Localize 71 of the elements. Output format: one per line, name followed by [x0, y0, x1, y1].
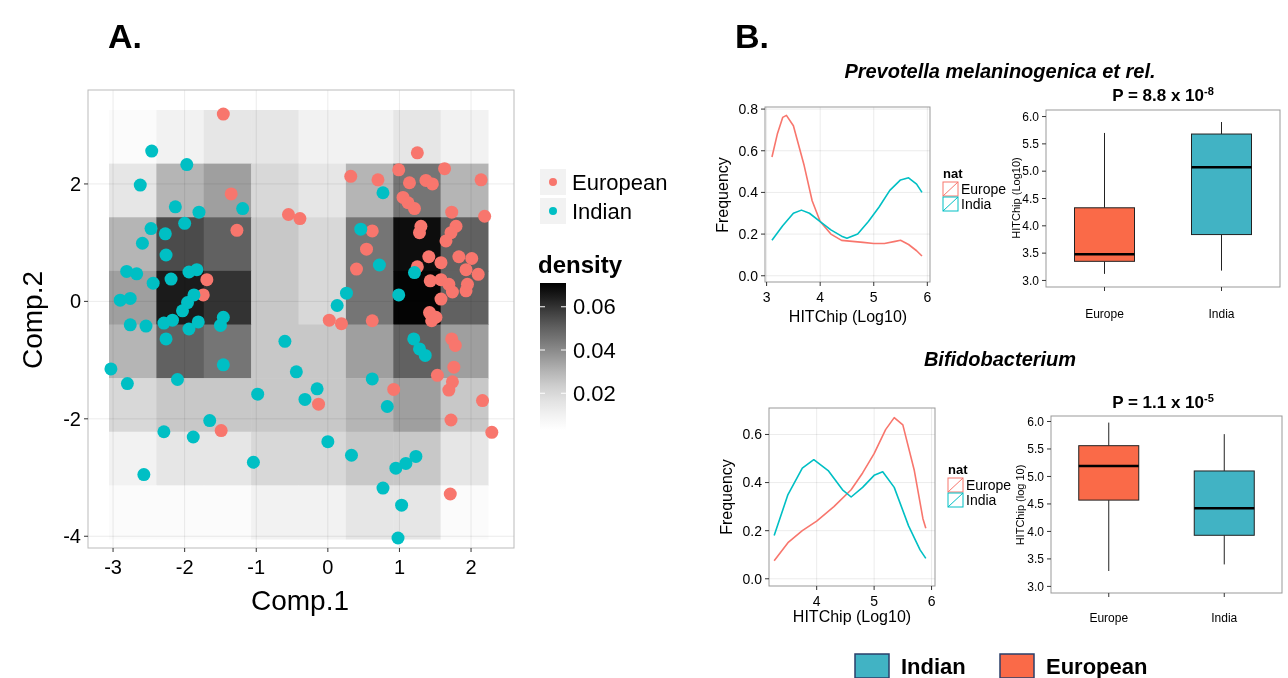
y-tick-label: 5.5 — [1022, 137, 1040, 152]
x-axis-title: HITChip (Log10) — [792, 608, 912, 625]
x-tick-label: -2 — [175, 556, 194, 578]
y-tick-label: 0.0 — [742, 570, 763, 587]
y-axis-title: Frequency — [714, 157, 731, 233]
legend-label: Indian — [901, 653, 966, 678]
y-tick-label: 0.2 — [742, 522, 763, 539]
color-bar-label: 0.02 — [573, 380, 616, 406]
legend-label: Europe — [966, 476, 1012, 493]
line-series — [771, 177, 923, 242]
color-bar-label: 0.04 — [573, 337, 616, 363]
x-axis-title: HITChip (Log10) — [788, 308, 908, 325]
y-tick-label: 5.5 — [1027, 442, 1045, 457]
y-tick-label: 0.6 — [738, 142, 759, 159]
y-tick-label: 4.0 — [1027, 524, 1045, 539]
y-tick-label: 0.0 — [738, 267, 759, 284]
legend-label: European — [572, 169, 668, 195]
y-tick-label: 4.5 — [1027, 497, 1045, 512]
x-tick-label: 5 — [869, 289, 878, 305]
legend-title: nat — [943, 166, 964, 181]
legend-label: Indian — [572, 198, 632, 224]
y-tick-label: 0.8 — [738, 100, 759, 117]
x-tick-label: -3 — [104, 556, 122, 578]
y-axis-title: HITChip (log 10) — [1014, 464, 1026, 546]
x-tick-label: 0 — [322, 556, 334, 578]
chart-title: A. — [108, 17, 142, 55]
x-axis-title: Comp.1 — [250, 585, 350, 616]
y-axis-title: Comp.2 — [17, 270, 48, 370]
y-tick-label: 3.5 — [1027, 552, 1045, 567]
x-tick-label: 6 — [927, 593, 936, 609]
y-tick-label: 6.0 — [1027, 414, 1045, 429]
y-tick-label: 5.0 — [1022, 164, 1040, 179]
y-tick-label: 3.5 — [1022, 246, 1040, 261]
y-tick-label: 6.0 — [1022, 109, 1040, 124]
y-tick-label: 4.0 — [1022, 219, 1040, 234]
text: Prevotella melaninogenica et rel. — [844, 60, 1156, 82]
text: B. — [735, 17, 769, 55]
color-bar-label: 0.06 — [573, 294, 616, 320]
y-tick-label: -2 — [63, 407, 81, 430]
y-tick-label: 4.5 — [1022, 191, 1040, 206]
line-series — [771, 114, 923, 257]
y-tick-label: 0.2 — [738, 225, 759, 242]
y-tick-label: 3.0 — [1022, 273, 1040, 288]
legend-label: Europe — [961, 180, 1007, 197]
legend-label: European — [1046, 653, 1148, 678]
x-tick-label: 4 — [816, 289, 825, 305]
y-axis-title: Frequency — [718, 459, 735, 535]
x-tick-label: 2 — [465, 556, 477, 578]
y-tick-label: 3.0 — [1027, 579, 1045, 594]
y-axis-title: HITChip (Log10) — [1010, 157, 1022, 239]
chart-title: P = 8.8 x 10$^{-8}$ — [1112, 85, 1214, 105]
x-tick-label: -1 — [247, 556, 266, 578]
line-series — [773, 458, 927, 560]
legend-label: India — [961, 195, 992, 212]
y-tick-label: 0.4 — [742, 474, 763, 491]
y-tick-label: -4 — [63, 525, 81, 548]
x-tick-label: 4 — [812, 593, 821, 609]
y-tick-label: 0.6 — [742, 426, 763, 443]
y-tick-label: 0.4 — [738, 184, 759, 201]
legend-title: nat — [948, 462, 969, 477]
y-tick-label: 2 — [69, 172, 81, 195]
x-tick-label: 6 — [923, 289, 932, 305]
text: Bifidobacterium — [923, 348, 1077, 370]
x-tick-label: 3 — [762, 289, 771, 305]
x-tick-label: 1 — [393, 556, 406, 578]
x-tick-label: 5 — [870, 593, 879, 609]
legend-label: India — [966, 491, 997, 508]
color-bar-title: density — [538, 251, 623, 278]
chart-title: P = 1.1 x 10$^{-5}$ — [1112, 392, 1214, 412]
y-tick-label: 5.0 — [1027, 469, 1045, 484]
line-series — [773, 416, 927, 562]
